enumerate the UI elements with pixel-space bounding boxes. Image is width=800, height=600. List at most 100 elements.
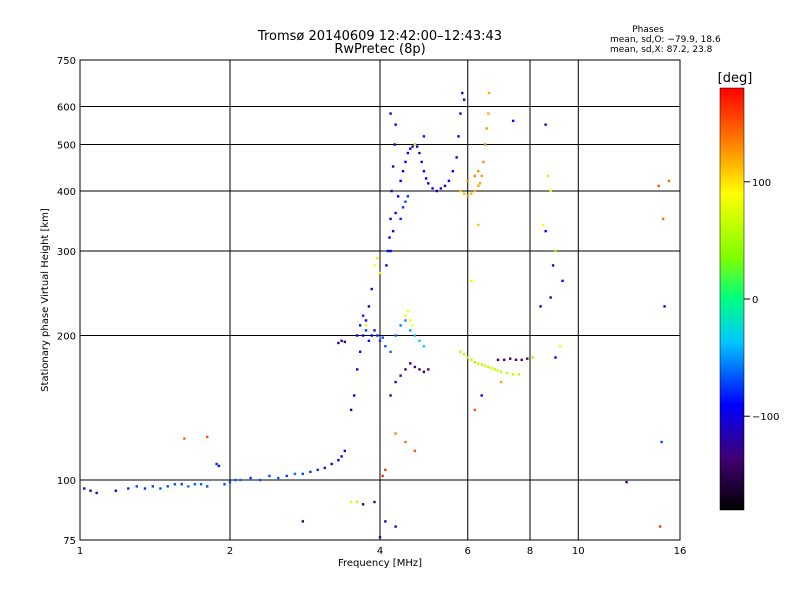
data-point — [259, 478, 262, 482]
data-point — [477, 184, 480, 188]
data-point — [394, 432, 397, 435]
data-point — [330, 462, 333, 466]
data-point — [559, 345, 562, 348]
data-point — [187, 485, 190, 488]
data-point — [415, 145, 419, 148]
data-point — [83, 487, 86, 490]
data-point — [477, 223, 480, 227]
x-tick-labels: 1 2 4 6 8 10 16 — [77, 546, 687, 557]
colorbar: [deg] 100 0 −100 — [718, 71, 779, 511]
stats-line-o: mean, sd,O: −79.9, 18.6 — [610, 35, 721, 45]
data-point — [418, 368, 421, 371]
y-tick-label: 600 — [57, 103, 76, 114]
data-point — [376, 334, 379, 337]
data-point — [337, 458, 340, 462]
data-points — [83, 91, 671, 539]
data-point — [499, 380, 503, 384]
data-point — [404, 440, 407, 444]
data-point — [625, 480, 628, 484]
data-point — [358, 350, 362, 353]
data-point — [411, 145, 414, 148]
data-point — [473, 408, 477, 412]
horizontal-gridlines — [80, 106, 680, 481]
data-point — [340, 339, 343, 343]
data-point — [223, 483, 226, 486]
data-point — [159, 487, 162, 490]
x-axis-label: Frequency [MHz] — [338, 558, 422, 569]
data-point — [409, 329, 412, 332]
data-point — [355, 500, 359, 504]
data-point — [249, 476, 252, 480]
data-point — [404, 160, 407, 164]
data-point — [483, 143, 487, 146]
data-point — [151, 485, 155, 488]
data-point — [470, 358, 473, 362]
data-point — [520, 358, 523, 362]
data-point — [399, 217, 402, 221]
data-point — [667, 179, 671, 183]
colorbar-ticks: 100 0 −100 — [744, 178, 779, 423]
data-point — [399, 374, 402, 377]
data-point — [352, 394, 356, 397]
colorbar-label: [deg] — [718, 71, 753, 86]
data-point — [404, 200, 407, 203]
data-point — [384, 520, 387, 523]
data-point — [487, 91, 491, 95]
data-point — [394, 334, 397, 337]
data-point — [480, 363, 483, 366]
data-point — [180, 483, 183, 486]
data-point — [514, 358, 518, 362]
data-point — [413, 143, 417, 146]
y-tick-label: 100 — [57, 476, 76, 487]
data-point — [277, 476, 280, 480]
data-point — [496, 358, 500, 362]
data-point — [217, 464, 221, 468]
data-point — [457, 135, 460, 138]
data-point — [470, 192, 473, 195]
data-point — [234, 478, 237, 482]
data-point — [340, 455, 343, 458]
data-point — [301, 472, 305, 476]
data-point — [439, 187, 443, 190]
data-point — [404, 314, 407, 317]
data-point — [205, 485, 209, 488]
data-point — [406, 151, 410, 155]
data-point — [480, 174, 483, 178]
data-point — [422, 370, 426, 374]
data-point — [355, 368, 359, 371]
vertical-gridlines — [229, 60, 579, 540]
data-point — [393, 143, 396, 146]
y-tick-label: 400 — [57, 187, 76, 198]
data-point — [487, 365, 490, 369]
data-point — [370, 287, 373, 291]
data-point — [544, 123, 547, 126]
data-point — [549, 296, 552, 299]
data-point — [482, 160, 485, 164]
data-point — [462, 192, 466, 195]
x-tick-label: 8 — [527, 546, 533, 557]
data-point — [173, 483, 177, 486]
data-point — [544, 229, 547, 233]
data-point — [373, 500, 376, 504]
data-point — [199, 483, 203, 486]
data-point — [411, 324, 414, 327]
data-point — [473, 174, 477, 178]
y-tick-labels: 75 100 200 300 400 500 600 750 — [57, 56, 76, 547]
data-point — [268, 474, 271, 478]
data-point — [459, 350, 462, 353]
data-point — [496, 369, 500, 372]
data-point — [549, 189, 552, 193]
data-point — [409, 147, 412, 150]
data-point — [473, 360, 477, 364]
data-point — [135, 485, 138, 488]
data-point — [404, 368, 407, 371]
data-point — [228, 480, 232, 484]
data-point — [466, 179, 469, 183]
data-point — [114, 489, 118, 492]
data-point — [477, 362, 480, 365]
data-point — [466, 195, 469, 198]
data-point — [551, 264, 555, 267]
data-point — [370, 334, 373, 337]
data-point — [384, 468, 387, 472]
